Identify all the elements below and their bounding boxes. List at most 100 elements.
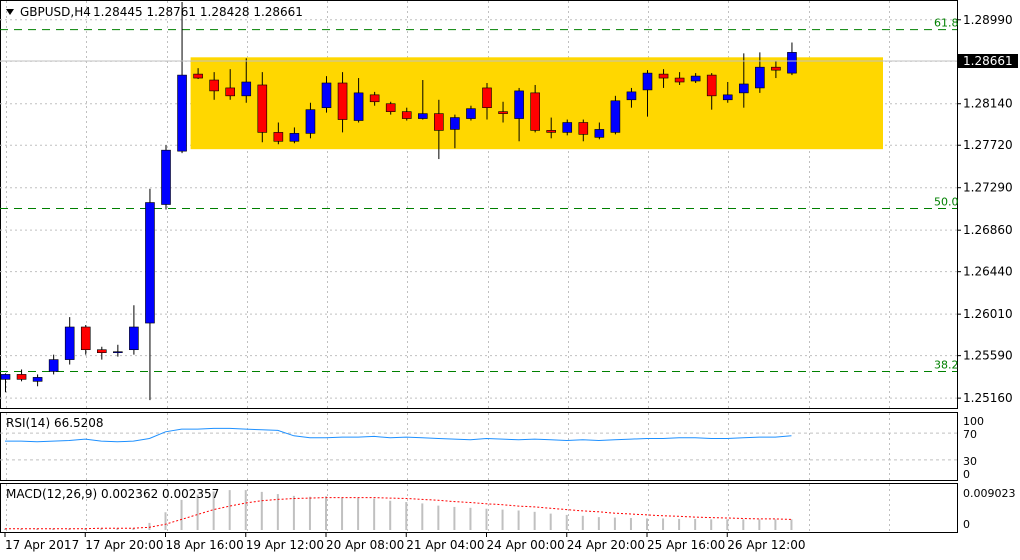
candle-body bbox=[193, 73, 203, 79]
macd-bar bbox=[292, 495, 295, 530]
candle-body bbox=[321, 82, 332, 108]
candle-body bbox=[16, 374, 27, 380]
candle-body bbox=[337, 82, 348, 120]
time-label: 17 Apr 2017 bbox=[5, 538, 79, 552]
rsi-scale-30: 30 bbox=[963, 455, 977, 468]
rsi-grid bbox=[6, 413, 890, 480]
candle-body bbox=[145, 202, 155, 324]
candle-body bbox=[289, 133, 300, 142]
macd-bar bbox=[726, 519, 729, 530]
price-label: 1.28140 bbox=[963, 97, 1013, 111]
candle-body bbox=[610, 100, 621, 133]
candle-body bbox=[32, 377, 43, 382]
candle-body bbox=[626, 91, 637, 101]
macd-bar bbox=[132, 528, 135, 530]
price-label: 1.25160 bbox=[963, 391, 1013, 405]
candle-body bbox=[738, 83, 749, 94]
macd-bar bbox=[453, 506, 456, 530]
macd-pane bbox=[0, 483, 958, 533]
candle-body bbox=[787, 52, 797, 74]
macd-bar bbox=[662, 518, 665, 530]
candle-body bbox=[353, 92, 364, 121]
time-label: 17 Apr 20:00 bbox=[85, 538, 163, 552]
candle-body bbox=[771, 66, 781, 71]
time-label: 25 Apr 16:00 bbox=[647, 538, 725, 552]
macd-bar bbox=[694, 518, 697, 530]
macd-bar bbox=[357, 498, 360, 530]
candle-body bbox=[241, 81, 252, 97]
candle-body bbox=[369, 94, 380, 103]
fibonacci-levels: 61.8 50.0 38.2 bbox=[0, 17, 959, 372]
macd-bar bbox=[325, 496, 327, 530]
current-price-box bbox=[958, 54, 1018, 68]
fib-label: 61.8 bbox=[934, 17, 959, 30]
macd-grid bbox=[6, 484, 890, 532]
candle-body bbox=[755, 66, 765, 89]
triangle-down-icon[interactable] bbox=[6, 9, 14, 15]
macd-bar bbox=[742, 519, 745, 530]
candle-body bbox=[225, 87, 235, 97]
macd-bar bbox=[260, 491, 263, 530]
price-label: 1.27720 bbox=[963, 138, 1013, 152]
candle-body bbox=[530, 92, 540, 131]
macd-bar bbox=[20, 528, 23, 530]
ohlc-values: 1.28445 1.28761 1.28428 1.28661 bbox=[93, 5, 303, 19]
macd-bar bbox=[373, 498, 376, 530]
candles bbox=[0, 1, 797, 401]
candle-body bbox=[642, 72, 653, 91]
macd-bar bbox=[100, 528, 103, 530]
candle-body bbox=[706, 74, 717, 97]
candle-body bbox=[257, 84, 268, 133]
rsi-title: RSI(14) 66.5208 bbox=[6, 416, 104, 430]
macd-bar bbox=[597, 517, 600, 530]
price-label: 1.28990 bbox=[963, 13, 1013, 27]
macd-bar bbox=[52, 528, 55, 530]
macd-signal-line bbox=[5, 497, 792, 530]
macd-bar bbox=[421, 503, 424, 530]
macd-scale-zero: 0 bbox=[963, 518, 970, 531]
macd-bar bbox=[68, 528, 71, 530]
price-label: 1.26010 bbox=[963, 307, 1013, 321]
macd-bar bbox=[758, 519, 761, 530]
candle-body bbox=[305, 109, 316, 134]
candle-body bbox=[161, 149, 171, 205]
rsi-pane bbox=[0, 412, 958, 481]
macd-bar bbox=[148, 522, 151, 530]
candle-body bbox=[562, 122, 573, 133]
macd-bar bbox=[36, 528, 39, 530]
candle-body bbox=[129, 326, 139, 351]
candle-body bbox=[417, 113, 428, 119]
candle-body bbox=[722, 94, 733, 101]
symbol-label: GBPUSD,H4 bbox=[20, 5, 91, 19]
time-label: 26 Apr 12:00 bbox=[727, 538, 805, 552]
candle-body bbox=[0, 374, 11, 380]
macd-bar bbox=[646, 518, 648, 530]
macd-bar bbox=[389, 500, 392, 530]
macd-bar bbox=[4, 528, 6, 530]
candle-body bbox=[594, 129, 605, 138]
macd-title: MACD(12,26,9) 0.002362 0.002357 bbox=[6, 487, 219, 501]
macd-bar bbox=[180, 499, 183, 530]
price-label: 1.26860 bbox=[963, 223, 1013, 237]
macd-scale-max: 0.009023 bbox=[963, 487, 1016, 500]
time-label: 20 Apr 08:00 bbox=[326, 538, 404, 552]
macd-bar bbox=[790, 519, 793, 530]
macd-bar bbox=[501, 509, 504, 530]
candle-body bbox=[177, 74, 187, 152]
macd-bar bbox=[341, 497, 344, 530]
candle-body bbox=[514, 90, 524, 119]
price-label: 1.25590 bbox=[963, 349, 1013, 363]
time-label: 24 Apr 20:00 bbox=[567, 538, 645, 552]
current-price-label: 1.28661 bbox=[963, 54, 1013, 68]
candle-body bbox=[385, 103, 396, 112]
macd-bar bbox=[228, 490, 231, 530]
candle-body bbox=[578, 122, 589, 135]
candle-body bbox=[546, 130, 557, 133]
time-axis: 17 Apr 2017 17 Apr 20:00 18 Apr 16:00 19 Ap… bbox=[4, 533, 806, 552]
macd-bar bbox=[212, 491, 215, 530]
macd-histogram bbox=[4, 490, 793, 530]
price-axis: 1.289901.285701.281401.277201.272901.268… bbox=[957, 13, 1013, 405]
time-label: 21 Apr 04:00 bbox=[406, 538, 484, 552]
macd-bar bbox=[437, 505, 440, 530]
fib-label: 50.0 bbox=[934, 195, 959, 208]
